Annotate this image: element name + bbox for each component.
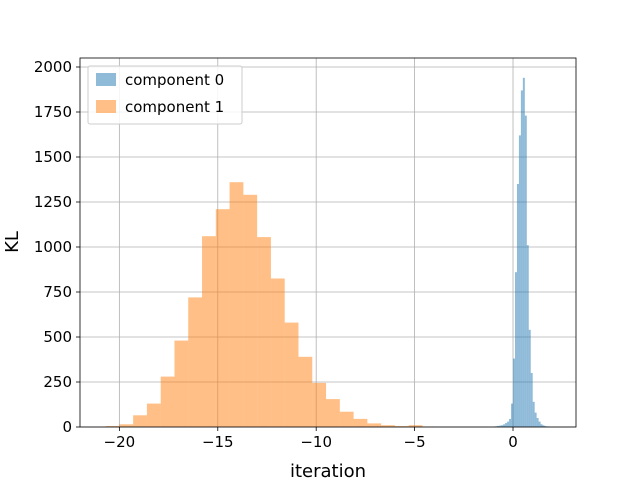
x-tick-label: −15 <box>202 433 234 451</box>
y-tick-label: 1500 <box>34 148 72 166</box>
histogram-bar <box>271 279 285 428</box>
histogram-bar <box>202 236 216 427</box>
histogram-bar <box>243 195 257 427</box>
histogram-bar <box>519 135 521 427</box>
legend: component 0 component 1 <box>88 66 242 124</box>
histogram-bar <box>230 182 244 427</box>
histogram-bar <box>161 377 175 427</box>
histogram-bar <box>326 399 340 427</box>
legend-label: component 1 <box>125 98 224 116</box>
x-tick-label: −10 <box>300 433 332 451</box>
histogram-bar <box>216 209 230 427</box>
histogram-bar <box>340 412 354 427</box>
y-tick-label: 1750 <box>34 103 72 121</box>
histogram-bar <box>367 423 381 427</box>
histogram-bar <box>521 90 523 427</box>
histogram-bar <box>119 424 133 427</box>
y-tick-label: 1000 <box>34 238 72 256</box>
histogram-bar <box>133 415 147 427</box>
histogram-bar <box>523 78 525 427</box>
histogram-bar <box>509 419 511 427</box>
histogram-bar <box>285 323 299 427</box>
histogram-bar <box>298 357 312 427</box>
y-axis-label: KL <box>2 231 23 253</box>
histogram-bar <box>517 184 519 427</box>
x-tick-label: −20 <box>104 433 136 451</box>
histogram-bar <box>507 422 509 427</box>
histogram-bar <box>174 341 188 427</box>
y-tick-label: 2000 <box>34 58 72 76</box>
x-tick-label: −5 <box>404 433 426 451</box>
histogram-bar <box>503 424 505 427</box>
histogram-bar <box>539 422 541 427</box>
histogram-bar <box>505 423 507 427</box>
legend-label: component 0 <box>125 71 224 89</box>
histogram-bar <box>529 330 531 427</box>
y-tick-label: 250 <box>43 373 72 391</box>
histogram-bar <box>513 359 515 427</box>
x-tick-label: 0 <box>508 433 518 451</box>
histogram-bar <box>511 404 513 427</box>
histogram-bar <box>515 272 517 427</box>
legend-swatch <box>96 73 116 86</box>
y-tick-label: 0 <box>62 418 72 436</box>
histogram-bar <box>147 404 161 427</box>
histogram-bar <box>354 419 368 427</box>
histogram-bar <box>188 297 202 427</box>
histogram-bar <box>533 402 535 427</box>
histogram-bar <box>527 245 529 427</box>
y-tick-label: 1250 <box>34 193 72 211</box>
histogram-bar <box>537 418 539 427</box>
y-tick-label: 750 <box>43 283 72 301</box>
histogram-bar <box>312 383 326 427</box>
histogram-bar <box>541 424 543 427</box>
x-axis-label: iteration <box>290 461 366 480</box>
y-tick-label: 500 <box>43 328 72 346</box>
histogram-bar <box>531 373 533 427</box>
legend-swatch <box>96 100 116 113</box>
histogram-bar <box>257 237 271 427</box>
histogram-bar <box>535 413 537 427</box>
histogram-bar <box>525 116 527 427</box>
